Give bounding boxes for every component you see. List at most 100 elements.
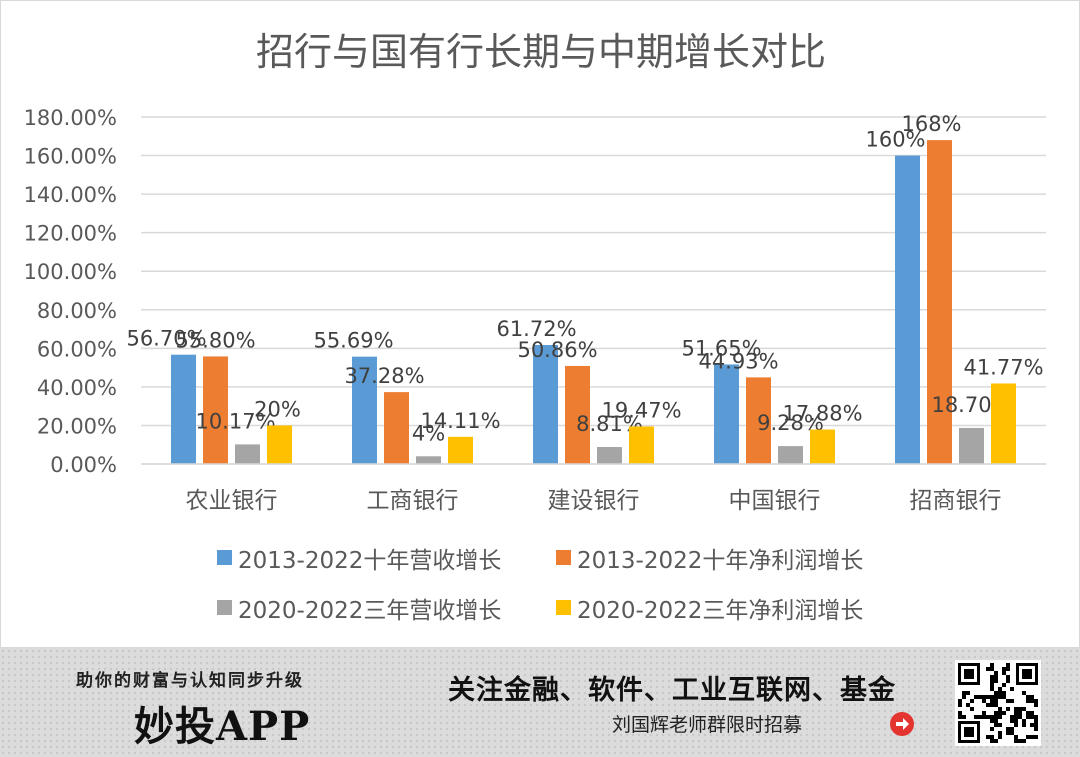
x-tick-label: 中国银行 (729, 488, 821, 514)
qr-module (990, 739, 994, 743)
bar (448, 437, 473, 464)
y-tick-label: 40.00% (37, 376, 117, 400)
qr-module (1002, 711, 1006, 715)
qr-module (990, 703, 994, 707)
bar (171, 355, 196, 464)
qr-module (998, 691, 1002, 695)
qr-module (1014, 739, 1018, 743)
legend-swatch (556, 550, 571, 565)
x-tick-label: 工商银行 (367, 488, 459, 514)
qr-module (1002, 683, 1006, 687)
qr-module (974, 715, 978, 719)
qr-module (1018, 707, 1022, 711)
qr-module (1010, 699, 1014, 703)
x-tick-label: 招商银行 (910, 488, 1002, 514)
qr-module (986, 703, 990, 707)
qr-module (986, 667, 990, 671)
qr-module (1022, 723, 1026, 727)
data-label: 168% (901, 112, 961, 136)
qr-module (990, 667, 994, 671)
qr-module (994, 691, 998, 695)
banner-brand: 妙投APP (134, 694, 310, 752)
arrow-right-circle-icon[interactable] (890, 712, 914, 736)
bar (384, 392, 409, 464)
bar (778, 446, 803, 464)
qr-module (978, 715, 982, 719)
qr-module (1006, 679, 1010, 683)
qr-module (1006, 707, 1010, 711)
qr-module (1006, 667, 1010, 671)
y-tick-label: 20.00% (37, 414, 117, 438)
qr-module (962, 715, 966, 719)
qr-module (1018, 715, 1022, 719)
y-tick-label: 180.00% (24, 106, 117, 130)
qr-module (998, 707, 1002, 711)
bar (991, 383, 1016, 464)
bar (267, 425, 292, 464)
qr-module (994, 739, 998, 743)
qr-module (1030, 695, 1034, 699)
data-label: 50.86% (517, 338, 597, 362)
qr-module (990, 679, 994, 683)
qr-module (1002, 667, 1006, 671)
legend-swatch (556, 600, 571, 615)
qr-module (990, 695, 994, 699)
qr-module (1034, 735, 1038, 739)
qr-module (1002, 695, 1006, 699)
bar (533, 345, 558, 464)
banner-headline: 关注金融、软件、工业互联网、基金 (448, 668, 896, 707)
data-label: 14.11% (420, 409, 500, 433)
data-label: 55.80% (175, 328, 255, 352)
qr-module (986, 715, 990, 719)
qr-module (994, 675, 998, 679)
qr-module (990, 663, 994, 667)
legend-entry: 2013-2022十年净利润增长 (577, 548, 863, 574)
qr-module (970, 707, 974, 711)
qr-module (1026, 699, 1030, 703)
qr-module (994, 679, 998, 683)
qr-module (1018, 739, 1022, 743)
qr-module (986, 735, 990, 739)
x-tick-label: 农业银行 (186, 488, 278, 514)
qr-module (994, 695, 998, 699)
chart-frame: 招行与国有行长期与中期增长对比0.00%20.00%40.00%60.00%80… (0, 0, 1080, 648)
bar-chart: 招行与国有行长期与中期增长对比0.00%20.00%40.00%60.00%80… (1, 1, 1080, 649)
qr-module (1014, 707, 1018, 711)
qr-module (1030, 723, 1034, 727)
qr-module (958, 715, 962, 719)
qr-module (1010, 731, 1014, 735)
qr-module (1010, 715, 1014, 719)
qr-code-icon (955, 660, 1041, 746)
qr-module (1022, 739, 1026, 743)
qr-module (994, 671, 998, 675)
qr-module (990, 715, 994, 719)
bar (416, 456, 441, 464)
bar (597, 447, 622, 464)
qr-module (1034, 719, 1038, 723)
qr-module (962, 695, 966, 699)
qr-module (1026, 711, 1030, 715)
qr-module (1022, 707, 1026, 711)
y-tick-label: 100.00% (24, 260, 117, 284)
qr-module (1002, 691, 1006, 695)
qr-finder-core (964, 727, 974, 737)
qr-module (994, 715, 998, 719)
bar (810, 430, 835, 464)
qr-module (1006, 731, 1010, 735)
qr-module (966, 691, 970, 695)
data-label: 41.77% (963, 355, 1043, 379)
qr-module (1034, 715, 1038, 719)
bar (235, 444, 260, 464)
qr-module (990, 727, 994, 731)
qr-module (998, 735, 1002, 739)
qr-module (978, 695, 982, 699)
y-tick-label: 0.00% (50, 453, 117, 477)
qr-module (1030, 711, 1034, 715)
qr-module (1014, 715, 1018, 719)
bar (959, 428, 984, 464)
qr-module (982, 711, 986, 715)
qr-module (1006, 727, 1010, 731)
qr-module (994, 723, 998, 727)
qr-module (998, 711, 1002, 715)
banner-slogan: 助你的财富与认知同步升级 (76, 666, 304, 691)
